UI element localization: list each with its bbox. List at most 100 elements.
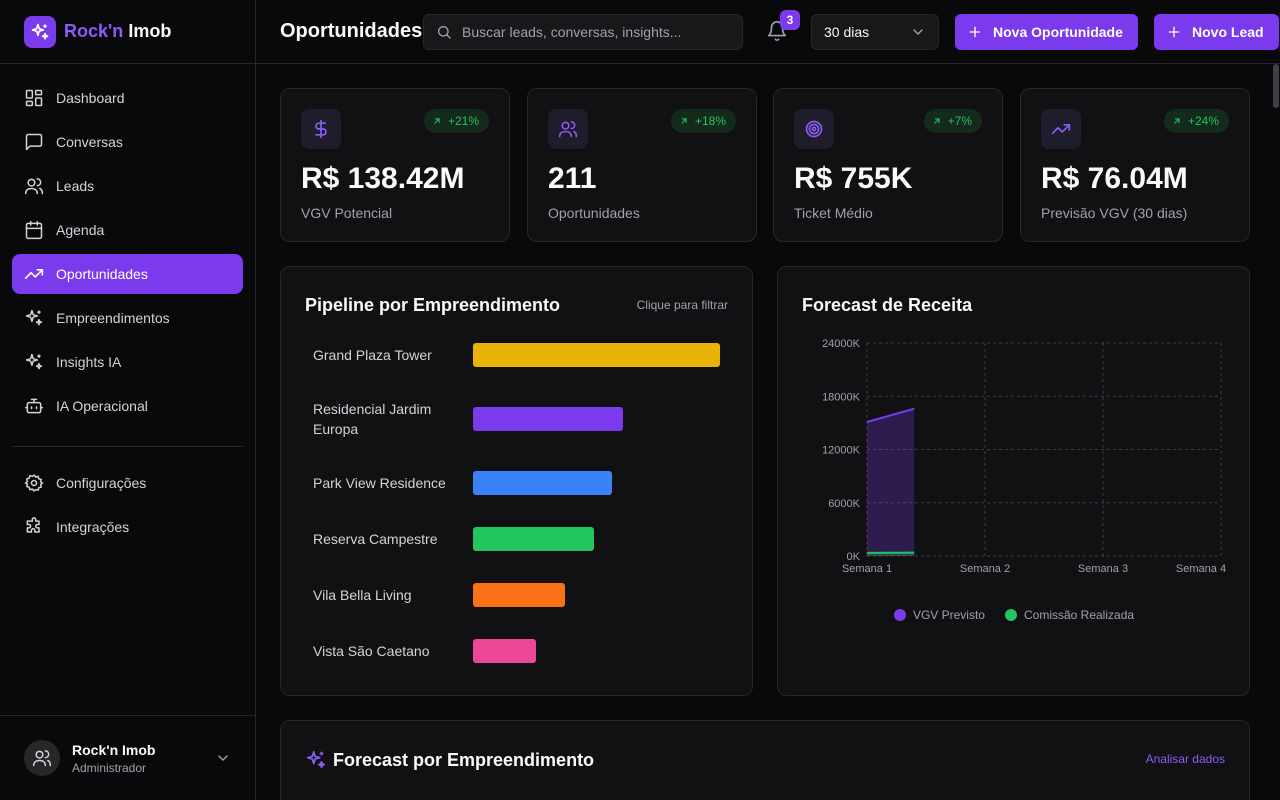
avatar — [24, 740, 60, 776]
change-badge: +7% — [923, 109, 982, 133]
new-lead-button[interactable]: Novo Lead — [1154, 14, 1279, 50]
new-opportunity-button[interactable]: Nova Oportunidade — [955, 14, 1138, 50]
stat-card-oportunidades: +18% 211 Oportunidades — [527, 88, 757, 242]
pipeline-row[interactable]: Vista São Caetano — [313, 639, 733, 663]
plus-icon — [969, 26, 981, 38]
sidebar-item-agenda[interactable]: Agenda — [12, 210, 243, 250]
period-select[interactable]: 30 dias — [811, 14, 939, 50]
sidebar-item-insights-ia[interactable]: Insights IA — [12, 342, 243, 382]
sidebar-item-label: Oportunidades — [56, 266, 148, 282]
sidebar: Rock'n Imob Dashboard Conversas Leads Ag… — [0, 0, 256, 800]
sidebar-item-label: IA Operacional — [56, 398, 148, 414]
stat-card-ticket-medio: +7% R$ 755K Ticket Médio — [773, 88, 1003, 242]
pipeline-bar[interactable] — [473, 343, 720, 367]
search-icon — [438, 26, 451, 39]
change-badge: +24% — [1163, 109, 1229, 133]
pipeline-row-label: Park View Residence — [313, 475, 446, 491]
arrow-up-right-icon — [1174, 118, 1180, 124]
legend-item[interactable]: VGV Previsto — [893, 608, 985, 622]
pipeline-bar[interactable] — [473, 471, 612, 495]
change-badge: +21% — [423, 109, 489, 133]
pipeline-row[interactable]: Vila Bella Living — [313, 583, 733, 607]
y-tick-label: 0K — [847, 551, 861, 563]
nav-divider — [12, 446, 243, 447]
y-tick-label: 24000K — [822, 338, 861, 350]
notification-count-badge: 3 — [780, 10, 800, 30]
sidebar-item-label: Leads — [56, 178, 95, 194]
sidebar-item-label: Empreendimentos — [56, 310, 170, 326]
sidebar-item-label: Agenda — [56, 222, 105, 238]
pipeline-row[interactable]: Grand Plaza Tower — [313, 343, 733, 367]
filter-hint: Clique para filtrar — [636, 298, 728, 312]
pipeline-row[interactable]: Reserva Campestre — [313, 527, 733, 551]
pipeline-bar[interactable] — [473, 407, 623, 431]
pipeline-panel: Pipeline por Empreendimento Clique para … — [280, 266, 753, 696]
legend-dot — [1004, 609, 1017, 621]
chevron-down-icon — [218, 755, 228, 761]
sidebar-item-oportunidades[interactable]: Oportunidades — [12, 254, 243, 294]
search-box[interactable] — [423, 14, 743, 50]
pipeline-title: Pipeline por Empreendimento — [305, 295, 561, 315]
user-menu[interactable]: Rock'n Imob Administrador — [0, 715, 255, 800]
sidebar-item-leads[interactable]: Leads — [12, 166, 243, 206]
sidebar-item-label: Configurações — [56, 475, 147, 491]
legend-label: VGV Previsto — [912, 608, 985, 622]
y-tick-label: 6000K — [828, 498, 860, 510]
stat-value: 211 — [548, 162, 597, 195]
forecast-chart: 0K 6000K 12000K 18000K 24000K Semana 1 Semana … — [822, 338, 1226, 575]
main-nav: Dashboard Conversas Leads Agenda Oportun… — [0, 64, 255, 426]
stat-label: Previsão VGV (30 dias) — [1041, 205, 1188, 221]
stat-card-previsao-vgv: +24% R$ 76.04M Previsão VGV (30 dias) — [1020, 88, 1250, 242]
change-badge: +18% — [670, 109, 736, 133]
scrollbar-thumb[interactable] — [1273, 64, 1279, 108]
secondary-nav: Configurações Integrações — [0, 463, 255, 547]
pipeline-row-label: Vista São Caetano — [313, 643, 430, 659]
sidebar-item-conversas[interactable]: Conversas — [12, 122, 243, 162]
dollar-icon — [301, 109, 341, 149]
page-title: Oportunidades — [280, 20, 423, 42]
legend-dot — [893, 609, 906, 621]
sidebar-item-empreendimentos[interactable]: Empreendimentos — [12, 298, 243, 338]
pipeline-bar[interactable] — [473, 583, 565, 607]
chevron-down-icon — [913, 29, 923, 35]
arrow-up-right-icon — [681, 118, 687, 124]
sidebar-item-integracoes[interactable]: Integrações — [12, 507, 243, 547]
sidebar-item-ia-operacional[interactable]: IA Operacional — [12, 386, 243, 426]
sidebar-item-label: Insights IA — [56, 354, 122, 370]
users-icon — [24, 178, 44, 195]
stat-card-vgv-potencial: +21% R$ 138.42M VGV Potencial — [280, 88, 510, 242]
new-opportunity-label: Nova Oportunidade — [993, 24, 1123, 40]
bell-icon[interactable] — [766, 20, 788, 42]
analyze-data-link[interactable]: Analisar dados — [1145, 752, 1225, 766]
search-input[interactable] — [462, 24, 722, 40]
x-tick-label: Semana 4 — [1176, 563, 1226, 575]
plus-icon — [1168, 26, 1180, 38]
x-tick-label: Semana 3 — [1078, 563, 1128, 575]
sidebar-item-configuracoes[interactable]: Configurações — [12, 463, 243, 503]
users-icon — [548, 109, 588, 149]
chart-legend: VGV Previsto Comissão Realizada — [778, 608, 1250, 622]
pipeline-bar[interactable] — [473, 639, 536, 663]
trending-up-icon — [24, 269, 44, 279]
top-bar: Oportunidades 3 30 dias Nova Oportunidad… — [256, 0, 1280, 64]
pipeline-row[interactable]: Park View Residence — [313, 471, 733, 495]
arrow-up-right-icon — [934, 118, 940, 124]
brand-name: Rock'n Imob — [64, 21, 172, 41]
sidebar-item-label: Dashboard — [56, 90, 125, 106]
sidebar-item-label: Integrações — [56, 519, 130, 535]
layout-grid-icon — [25, 89, 43, 107]
pipeline-row-label: Vila Bella Living — [313, 587, 412, 603]
sparkles-logo-icon — [24, 15, 56, 48]
legend-item[interactable]: Comissão Realizada — [1004, 608, 1134, 622]
pipeline-row[interactable]: Residencial Jardim Europa — [313, 397, 733, 441]
brand[interactable]: Rock'n Imob — [0, 0, 255, 64]
bot-icon — [24, 398, 44, 414]
series-line — [866, 407, 915, 423]
pipeline-row-label: Grand Plaza Tower — [313, 347, 432, 363]
sparkles-icon — [306, 750, 326, 769]
target-icon — [794, 109, 834, 149]
scrollbar[interactable] — [1272, 64, 1280, 800]
stat-value: R$ 755K — [794, 162, 913, 195]
sidebar-item-dashboard[interactable]: Dashboard — [12, 78, 243, 118]
pipeline-bar[interactable] — [473, 527, 594, 551]
